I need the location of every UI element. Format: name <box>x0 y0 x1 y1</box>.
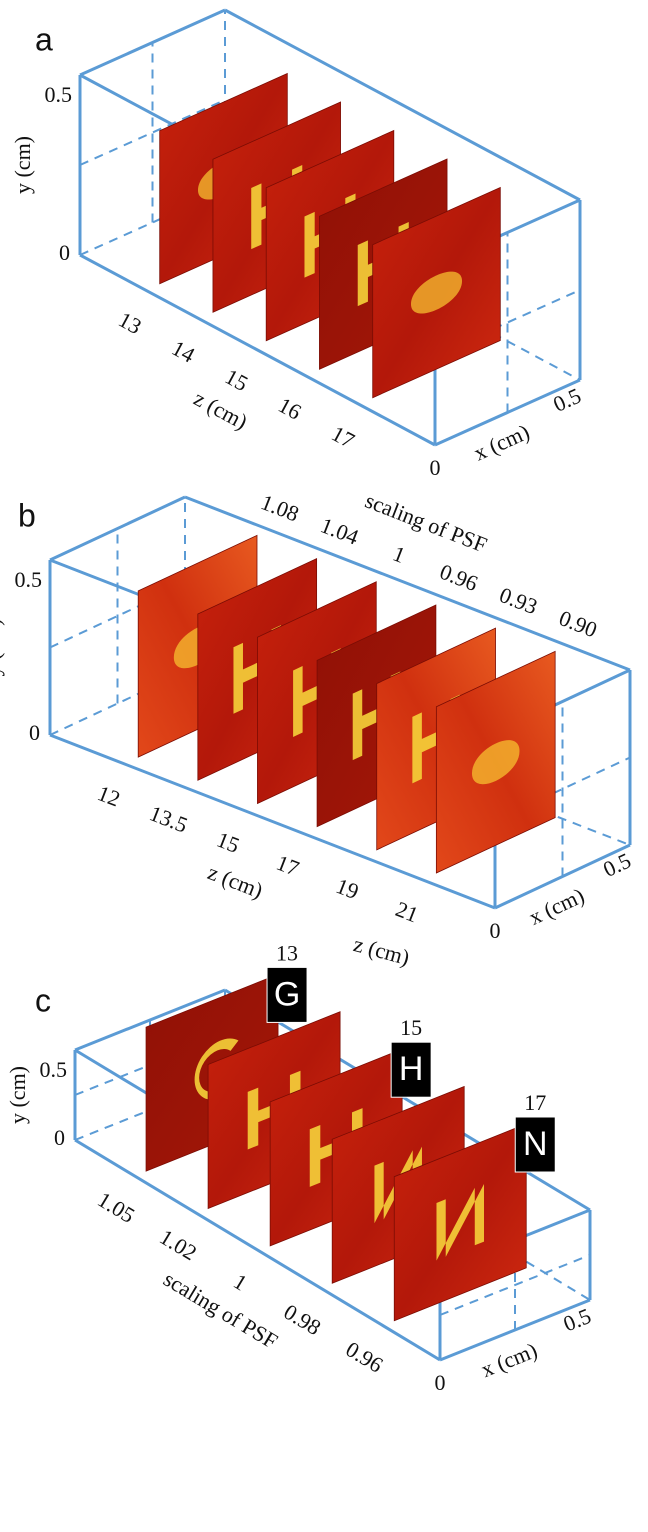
top-axis-label: scaling of PSF <box>362 488 491 558</box>
bottom-tick-label: 17 <box>273 850 303 881</box>
guide-line <box>434 289 581 356</box>
bottom-tick-label: 15 <box>213 827 243 858</box>
y-tick-label: 0 <box>59 240 70 265</box>
box-edge <box>49 671 186 736</box>
slice-glyph <box>436 1183 485 1261</box>
top-tick-label: 1.04 <box>317 512 362 549</box>
panel-label: b <box>18 497 36 533</box>
box-edge <box>49 495 186 562</box>
x-axis-label: x (cm) <box>478 1337 541 1382</box>
bottom-tick-label: 13 <box>115 307 146 339</box>
bottom-tick-label: 12 <box>94 780 124 811</box>
box-edge <box>79 253 436 447</box>
box-edge <box>224 8 581 202</box>
y-tick-label: 0 <box>29 720 40 745</box>
top-tick-label: 1.08 <box>258 489 303 526</box>
box-edge <box>439 1298 591 1362</box>
bottom-tick-label: 19 <box>333 873 363 904</box>
target-axis-label: z (cm) <box>351 931 412 970</box>
x-tick-label: 0.5 <box>560 1303 595 1336</box>
guide-line <box>79 99 226 166</box>
box-edge <box>74 988 226 1052</box>
target-letter: N <box>523 1125 548 1163</box>
top-tick-label: 0.93 <box>496 582 541 619</box>
panel-label: c <box>35 982 51 1018</box>
box-edge <box>49 733 496 910</box>
guide-line <box>439 1254 591 1316</box>
y-tick-label: 0.5 <box>40 1057 68 1082</box>
guide-line <box>49 583 186 649</box>
panel: b 0.5 0 y (cm) 12 13.5 15 17 19 21 z (cm) 1.08 1.04 1… <box>0 488 635 943</box>
slice-glyph <box>410 271 463 314</box>
x-tick-label: 0 <box>490 918 501 943</box>
box-edge <box>79 8 226 77</box>
x-tick-label: 0.5 <box>549 383 584 417</box>
target-letter: G <box>274 975 300 1013</box>
target-box <box>266 966 308 1023</box>
target-box <box>514 1116 556 1173</box>
panel-label: a <box>35 21 53 57</box>
y-axis-label: y (cm) <box>5 1066 30 1124</box>
y-tick-label: 0.5 <box>15 567 43 592</box>
panel: c 0.5 0 y (cm) 1.05 1.02 1 0.98 0.96 scaling of P… <box>5 931 594 1395</box>
x-tick-label: 0.5 <box>599 848 634 882</box>
top-tick-label: 0.96 <box>436 559 481 596</box>
bottom-tick-label: 15 <box>221 364 252 396</box>
target-z: 13 <box>276 940 298 965</box>
box-edge <box>434 378 581 447</box>
bottom-axis-label: z (cm) <box>204 859 266 903</box>
bottom-tick-label: 13.5 <box>146 800 191 837</box>
box-edge <box>224 988 591 1212</box>
glyph <box>471 740 520 785</box>
bottom-tick-label: 1 <box>229 1269 251 1296</box>
glyph <box>410 271 463 314</box>
bottom-tick-label: 1.05 <box>93 1187 139 1228</box>
bottom-tick-label: 21 <box>392 896 422 927</box>
x-tick-label: 0 <box>430 455 441 480</box>
box-edge <box>184 495 631 672</box>
x-tick-label: 0 <box>435 1370 446 1395</box>
target-z: 15 <box>400 1015 422 1040</box>
target-box <box>390 1041 432 1098</box>
bottom-axis-label: scaling of PSF <box>159 1266 282 1354</box>
bottom-tick-label: 1.02 <box>155 1224 201 1265</box>
bottom-tick-label: 14 <box>168 335 199 367</box>
y-axis-label: y (cm) <box>10 136 35 194</box>
bottom-axis-label: z (cm) <box>190 385 252 434</box>
bottom-tick-label: 0.96 <box>342 1336 388 1377</box>
bottom-tick-label: 16 <box>274 392 305 424</box>
y-axis-label: y (cm) <box>0 618 5 676</box>
target-z: 17 <box>524 1090 546 1115</box>
top-tick-label: 0.90 <box>556 605 601 642</box>
y-tick-label: 0.5 <box>45 82 73 107</box>
bottom-tick-label: 17 <box>328 421 359 453</box>
target-letter: H <box>399 1050 424 1088</box>
bottom-tick-label: 0.98 <box>280 1299 326 1340</box>
slice-glyph <box>471 740 520 785</box>
glyph <box>436 1183 485 1261</box>
box-edge <box>74 1138 441 1362</box>
top-tick-label: 1 <box>390 541 409 568</box>
box-edge <box>494 843 631 910</box>
y-tick-label: 0 <box>54 1125 65 1150</box>
